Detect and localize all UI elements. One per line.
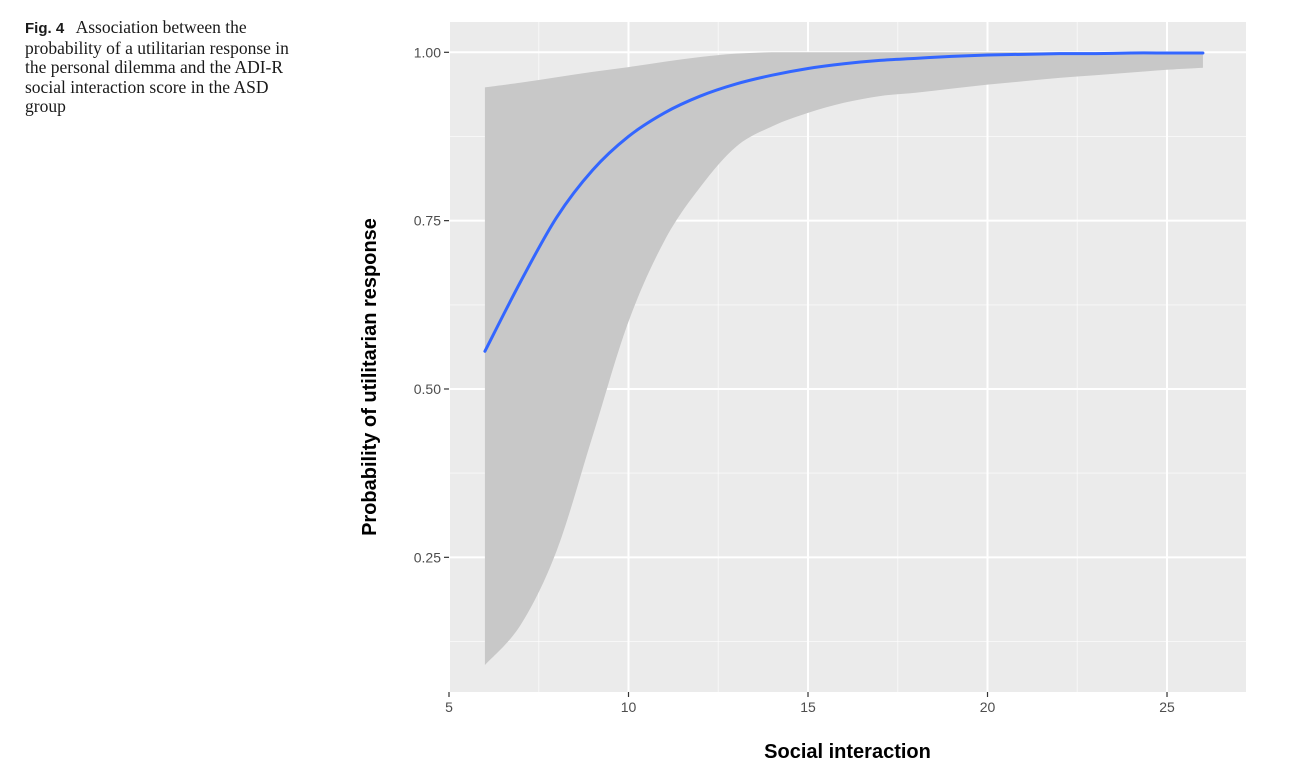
- y-tick-label: 0.75: [414, 213, 441, 229]
- y-tick-label: 0.25: [414, 549, 441, 565]
- y-tick-label: 1.00: [414, 44, 441, 60]
- figure-caption: Fig. 4 Association between the probabili…: [25, 17, 300, 117]
- x-axis-title: Social interaction: [764, 741, 931, 763]
- fitted-line: [483, 51, 1205, 353]
- figure-label: Fig. 4: [25, 20, 65, 37]
- figure-caption-text: Association between the probability of a…: [25, 17, 289, 116]
- confidence-ribbon: [484, 52, 1203, 666]
- x-tick-label: 10: [621, 699, 637, 715]
- y-tick-label: 0.50: [414, 381, 441, 397]
- x-tick-label: 20: [980, 699, 996, 715]
- x-tick-label: 25: [1159, 699, 1175, 715]
- x-axis: 5 10 15 20 25: [445, 692, 1175, 715]
- y-axis: 0.25 0.50 0.75 1.00: [414, 44, 449, 565]
- x-tick-label: 15: [800, 699, 816, 715]
- x-tick-label: 5: [445, 699, 453, 715]
- y-axis-title: Probability of utilitarian response: [359, 218, 381, 536]
